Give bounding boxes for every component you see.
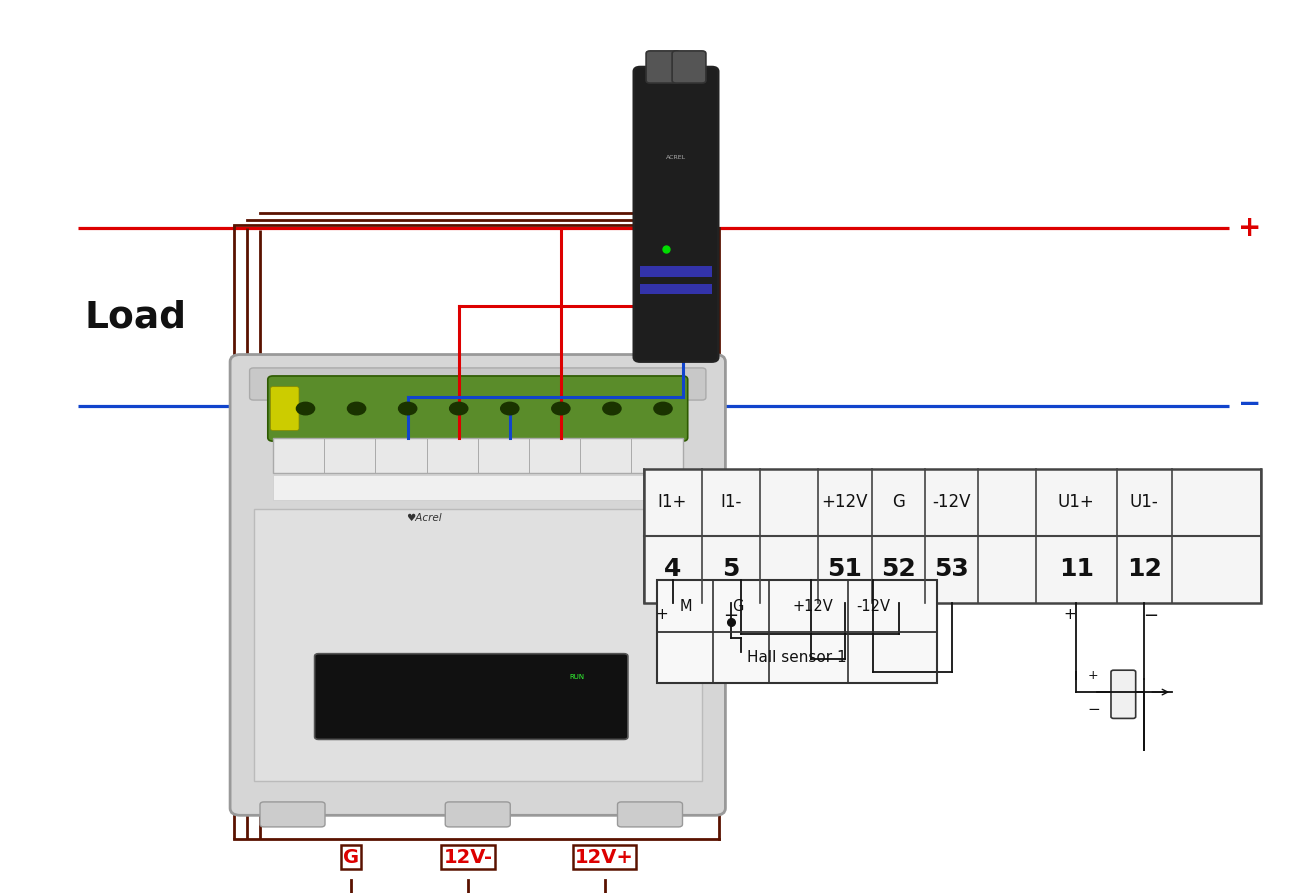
Text: -12V: -12V [855, 598, 889, 613]
Text: U1-: U1- [1130, 493, 1158, 512]
FancyBboxPatch shape [270, 387, 299, 430]
Text: −: − [723, 607, 738, 625]
Text: -12V: -12V [932, 493, 971, 512]
Text: G: G [343, 847, 359, 867]
Text: U1+: U1+ [1058, 493, 1095, 512]
FancyBboxPatch shape [230, 355, 725, 815]
Text: +: + [655, 607, 668, 622]
Circle shape [399, 402, 417, 414]
Bar [640, 266, 712, 277]
FancyBboxPatch shape [260, 802, 325, 827]
Text: G: G [892, 493, 905, 512]
Text: −: − [1088, 703, 1100, 717]
Circle shape [296, 402, 315, 414]
Circle shape [551, 402, 569, 414]
Bar [640, 284, 712, 295]
Text: 4: 4 [664, 557, 681, 581]
Text: G: G [732, 598, 744, 613]
Text: −: − [1238, 389, 1261, 418]
Circle shape [654, 402, 672, 414]
Text: +: + [1063, 607, 1076, 622]
Bar [656, 580, 937, 683]
Text: +12V: +12V [822, 493, 868, 512]
Text: 53: 53 [935, 557, 968, 581]
Circle shape [450, 402, 468, 414]
Circle shape [347, 402, 365, 414]
Text: ♥Acrel: ♥Acrel [407, 513, 442, 523]
Bar [254, 509, 702, 781]
Text: M: M [680, 598, 693, 613]
FancyBboxPatch shape [672, 51, 706, 83]
Text: ACREL: ACREL [666, 154, 686, 160]
FancyBboxPatch shape [618, 802, 682, 827]
Text: Hall sensor 1: Hall sensor 1 [747, 650, 846, 665]
Text: RUN: RUN [569, 674, 585, 680]
Circle shape [603, 402, 621, 414]
FancyBboxPatch shape [445, 802, 510, 827]
Circle shape [500, 402, 519, 414]
Bar [273, 438, 682, 473]
Text: 5: 5 [722, 557, 740, 581]
FancyBboxPatch shape [646, 51, 680, 83]
Bar [644, 469, 1261, 603]
FancyBboxPatch shape [315, 654, 628, 739]
Text: +: + [1088, 669, 1098, 681]
Text: Load: Load [84, 299, 186, 335]
Text: 12: 12 [1127, 557, 1162, 581]
Bar [273, 475, 682, 500]
Text: 52: 52 [881, 557, 916, 581]
FancyBboxPatch shape [268, 376, 688, 441]
Text: 12V+: 12V+ [575, 847, 634, 867]
Text: 12V-: 12V- [443, 847, 493, 867]
Text: I1+: I1+ [658, 493, 688, 512]
Text: 11: 11 [1060, 557, 1093, 581]
FancyBboxPatch shape [1112, 670, 1136, 719]
Text: 51: 51 [827, 557, 862, 581]
FancyBboxPatch shape [634, 67, 718, 362]
FancyBboxPatch shape [250, 368, 706, 400]
Text: −: − [1143, 607, 1158, 625]
Text: +12V: +12V [792, 598, 833, 613]
Text: +: + [1238, 213, 1261, 242]
Text: I1-: I1- [720, 493, 741, 512]
